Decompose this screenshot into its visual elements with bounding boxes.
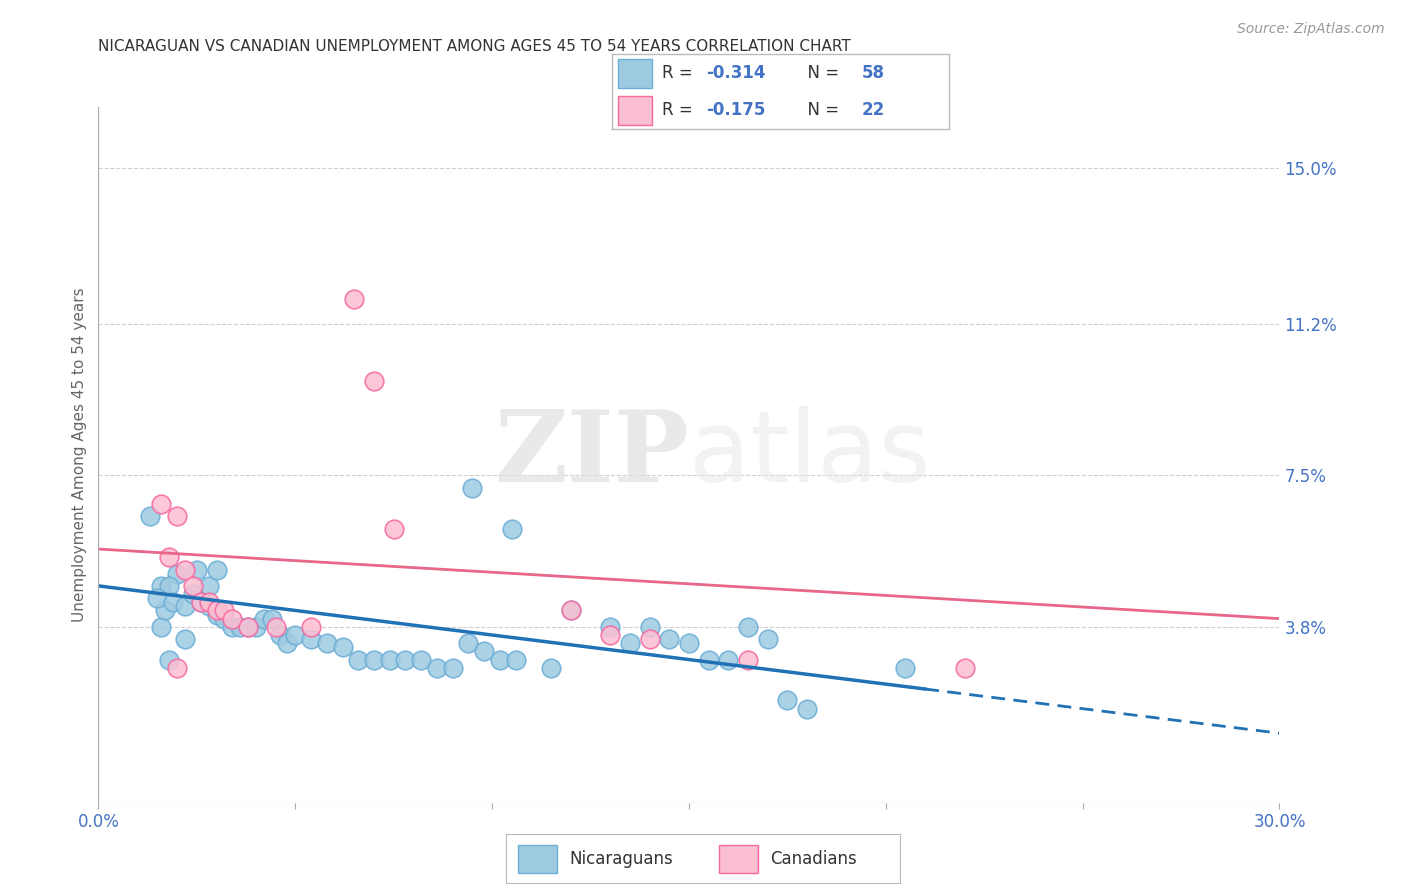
- Point: [332, 640, 354, 655]
- Point: [599, 628, 621, 642]
- Point: [205, 607, 228, 622]
- Point: [394, 652, 416, 666]
- Point: [894, 661, 917, 675]
- Point: [343, 293, 366, 307]
- Point: [619, 636, 641, 650]
- Point: [382, 522, 405, 536]
- Text: Canadians: Canadians: [770, 849, 856, 868]
- Point: [599, 620, 621, 634]
- Point: [186, 562, 208, 576]
- Point: [166, 661, 188, 675]
- Point: [347, 652, 370, 666]
- Point: [229, 620, 252, 634]
- Bar: [619, 96, 652, 125]
- Point: [315, 636, 337, 650]
- Point: [214, 603, 236, 617]
- Text: N =: N =: [797, 102, 845, 120]
- Point: [214, 612, 236, 626]
- Y-axis label: Unemployment Among Ages 45 to 54 years: Unemployment Among Ages 45 to 54 years: [72, 287, 87, 623]
- Point: [157, 579, 180, 593]
- Bar: [718, 845, 758, 873]
- Point: [953, 661, 976, 675]
- Point: [260, 612, 283, 626]
- Text: atlas: atlas: [689, 407, 931, 503]
- Point: [190, 595, 212, 609]
- Point: [245, 620, 267, 634]
- Text: R =: R =: [662, 64, 699, 82]
- Point: [737, 620, 759, 634]
- Point: [441, 661, 464, 675]
- Point: [190, 595, 212, 609]
- Point: [638, 632, 661, 646]
- Text: ZIP: ZIP: [494, 407, 689, 503]
- Point: [269, 628, 291, 642]
- Point: [205, 562, 228, 576]
- Point: [157, 652, 180, 666]
- Point: [166, 566, 188, 581]
- Point: [197, 595, 219, 609]
- Point: [638, 620, 661, 634]
- Point: [276, 636, 298, 650]
- Point: [737, 652, 759, 666]
- Point: [162, 595, 184, 609]
- Point: [363, 652, 385, 666]
- Text: R =: R =: [662, 102, 699, 120]
- Point: [181, 587, 204, 601]
- Text: -0.175: -0.175: [706, 102, 765, 120]
- Point: [284, 628, 307, 642]
- Point: [560, 603, 582, 617]
- Point: [264, 620, 287, 634]
- Bar: [619, 59, 652, 87]
- Point: [299, 620, 322, 634]
- Point: [236, 620, 259, 634]
- Point: [197, 579, 219, 593]
- Point: [138, 509, 160, 524]
- Point: [181, 579, 204, 593]
- Point: [205, 603, 228, 617]
- Point: [678, 636, 700, 650]
- Point: [658, 632, 681, 646]
- Bar: [517, 845, 557, 873]
- Point: [796, 701, 818, 715]
- Text: N =: N =: [797, 64, 845, 82]
- Point: [174, 632, 197, 646]
- Point: [157, 550, 180, 565]
- Point: [378, 652, 401, 666]
- Point: [236, 620, 259, 634]
- Point: [540, 661, 562, 675]
- Point: [756, 632, 779, 646]
- Point: [501, 522, 523, 536]
- Point: [174, 599, 197, 614]
- Text: 58: 58: [862, 64, 884, 82]
- Point: [150, 497, 173, 511]
- Point: [221, 612, 243, 626]
- Point: [197, 599, 219, 614]
- Text: 22: 22: [862, 102, 884, 120]
- Point: [776, 693, 799, 707]
- Point: [166, 509, 188, 524]
- Text: -0.314: -0.314: [706, 64, 766, 82]
- Point: [489, 652, 512, 666]
- Point: [411, 652, 433, 666]
- Text: Source: ZipAtlas.com: Source: ZipAtlas.com: [1237, 22, 1385, 37]
- Text: NICARAGUAN VS CANADIAN UNEMPLOYMENT AMONG AGES 45 TO 54 YEARS CORRELATION CHART: NICARAGUAN VS CANADIAN UNEMPLOYMENT AMON…: [98, 38, 851, 54]
- Point: [472, 644, 495, 658]
- Point: [155, 603, 177, 617]
- Point: [150, 579, 173, 593]
- Point: [697, 652, 720, 666]
- Point: [253, 612, 276, 626]
- Point: [363, 374, 385, 388]
- Point: [560, 603, 582, 617]
- Point: [426, 661, 449, 675]
- Point: [461, 481, 484, 495]
- Point: [221, 620, 243, 634]
- Point: [717, 652, 740, 666]
- Point: [146, 591, 169, 606]
- Point: [174, 562, 197, 576]
- Text: Nicaraguans: Nicaraguans: [569, 849, 673, 868]
- Point: [150, 620, 173, 634]
- Point: [457, 636, 479, 650]
- Point: [299, 632, 322, 646]
- Point: [505, 652, 527, 666]
